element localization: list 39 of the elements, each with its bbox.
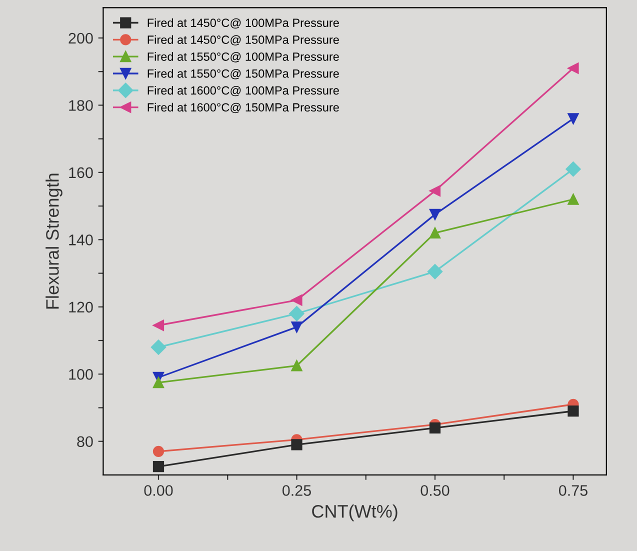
- legend-label: Fired at 1550°C@ 100MPa Pressure: [148, 52, 339, 62]
- point: [289, 306, 304, 322]
- x-tick-label: 0.75: [558, 485, 588, 496]
- point: [568, 406, 579, 417]
- point: [429, 185, 441, 196]
- point: [291, 322, 302, 333]
- point: [152, 446, 164, 457]
- point: [152, 461, 164, 472]
- legend-label: Fired at 1600°C@ 100MPa Pressure: [148, 86, 339, 96]
- y-tick-label: 200: [68, 32, 93, 44]
- legend-label: Fired at 1450°C@ 150MPa Pressure: [148, 35, 339, 46]
- y-tick-label: 160: [69, 167, 93, 178]
- point: [152, 376, 164, 388]
- point: [429, 227, 441, 238]
- point: [150, 340, 166, 355]
- y-tick-label: 100: [69, 368, 93, 380]
- point: [568, 113, 579, 124]
- point: [568, 62, 579, 74]
- x-tick-label: 0.00: [144, 485, 173, 496]
- legend-label: Fired at 1450°C@ 100MPa Pressure: [148, 18, 339, 29]
- point: [291, 360, 302, 372]
- point: [568, 194, 579, 205]
- point: [429, 422, 441, 434]
- legend-label: Fired at 1600°C@ 150MPa Pressure: [148, 102, 339, 114]
- point: [291, 294, 302, 306]
- y-tick-label: 140: [69, 234, 93, 246]
- point: [566, 161, 581, 177]
- point: [291, 439, 302, 450]
- x-tick-label: 0.50: [420, 485, 450, 496]
- legend-label: Fired at 1550°C@ 150MPa Pressure: [148, 69, 339, 80]
- x-axis-title: CNT(Wt%): [312, 504, 398, 522]
- x-tick-label: 0.25: [282, 485, 311, 496]
- y-axis-title: Flexural Strength: [46, 174, 62, 309]
- point: [429, 208, 441, 220]
- y-tick-label: 120: [69, 302, 93, 313]
- point: [427, 264, 443, 280]
- y-tick-label: 180: [69, 100, 93, 111]
- y-tick-label: 80: [77, 436, 93, 448]
- point: [152, 320, 164, 331]
